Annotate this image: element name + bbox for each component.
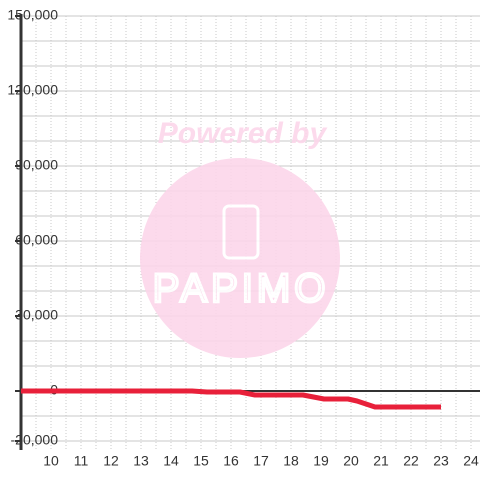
y-tick-label: 30,000 bbox=[15, 307, 58, 323]
watermark-phone bbox=[222, 204, 260, 260]
watermark-logo: PAPIMO bbox=[153, 267, 330, 311]
x-tick-label: 17 bbox=[253, 453, 269, 469]
watermark-text: Powered by bbox=[158, 117, 328, 150]
watermark: Powered by PAPIMO bbox=[140, 117, 340, 358]
y-tick-label: 120,000 bbox=[7, 82, 58, 98]
x-tick-label: 11 bbox=[74, 453, 89, 469]
y-tick-label: 150,000 bbox=[7, 7, 58, 23]
grid bbox=[21, 15, 480, 450]
y-tick-label: 60,000 bbox=[15, 232, 58, 248]
x-tick-label: 16 bbox=[223, 453, 239, 469]
x-tick-label: 23 bbox=[433, 453, 449, 469]
x-tick-label: 19 bbox=[313, 453, 329, 469]
x-tick-label: 10 bbox=[43, 453, 59, 469]
x-tick-label: 22 bbox=[403, 453, 419, 469]
x-tick-label: 21 bbox=[373, 453, 389, 469]
x-tick-label: 18 bbox=[283, 453, 299, 469]
x-tick-label: 14 bbox=[163, 453, 179, 469]
y-tick-label: -20,000 bbox=[11, 432, 59, 448]
y-tick-label: 90,000 bbox=[15, 157, 58, 173]
x-tick-label: 20 bbox=[343, 453, 359, 469]
x-tick-label: 15 bbox=[193, 453, 209, 469]
plot: -20,000030,00060,00090,000120,000150,000… bbox=[7, 7, 479, 469]
series-line bbox=[21, 388, 441, 410]
x-tick-label: 12 bbox=[103, 453, 119, 469]
x-tick-label: 24 bbox=[463, 453, 479, 469]
x-tick-label: 13 bbox=[133, 453, 149, 469]
